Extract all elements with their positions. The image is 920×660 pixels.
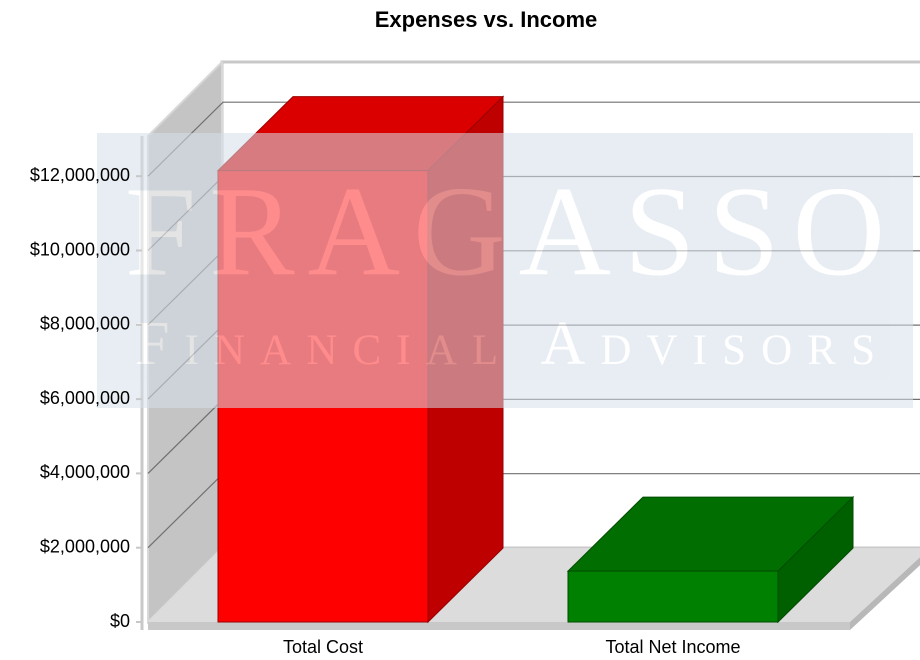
watermark-title: FRAGASSO [125, 160, 885, 302]
x-tick-label: Total Net Income [605, 637, 740, 657]
x-tick-label: Total Cost [283, 637, 363, 657]
y-tick-label: $10,000,000 [30, 239, 130, 259]
watermark-box [97, 133, 913, 408]
y-tick-label: $8,000,000 [40, 314, 130, 334]
y-tick-label: $0 [110, 611, 130, 631]
bar [567, 570, 779, 623]
y-tick-label: $4,000,000 [40, 462, 130, 482]
y-tick-label: $2,000,000 [40, 536, 130, 556]
y-tick-label: $6,000,000 [40, 388, 130, 408]
y-tick-label: $12,000,000 [30, 165, 130, 185]
chart-title: Expenses vs. Income [375, 7, 598, 32]
floor-edge [850, 557, 920, 630]
floor-edge [148, 622, 850, 630]
